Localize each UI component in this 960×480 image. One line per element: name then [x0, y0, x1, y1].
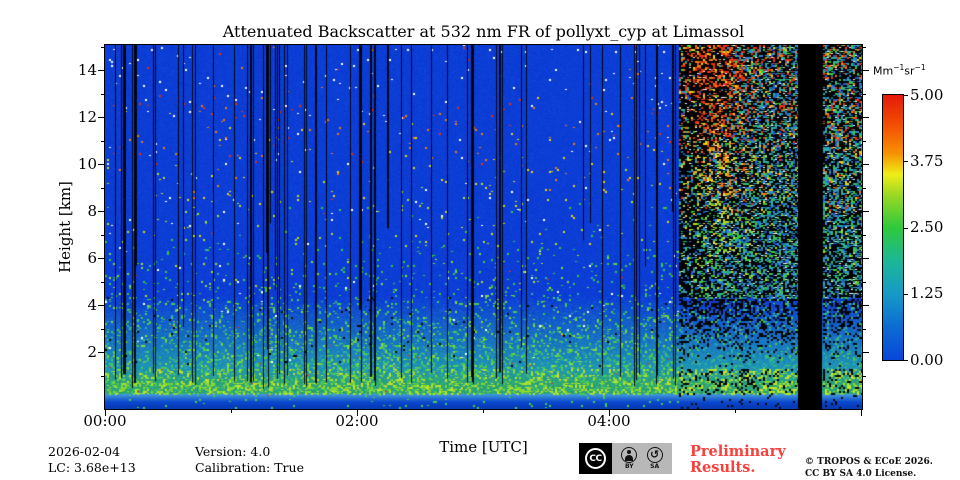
cc-by-cell: BY	[621, 447, 638, 470]
y-tick-minor-right	[863, 140, 866, 142]
x-axis-label: Time [UTC]	[439, 438, 528, 456]
y-tick-minor	[101, 234, 104, 236]
x-tick-label: 04:00	[587, 412, 631, 430]
unit-exp2: −1	[914, 63, 926, 72]
cc-sa-cell: ↺ SA	[646, 447, 663, 470]
cc-sa-arrow-icon: ↺	[646, 447, 663, 463]
y-tick-minor-right	[863, 234, 866, 236]
colorbar-gradient	[883, 95, 903, 360]
cc-by-label: BY	[625, 463, 634, 470]
y-tick-label: 6	[87, 249, 97, 267]
colorbar-tick-label: 3.75	[910, 151, 944, 170]
y-tick-major-right	[863, 305, 869, 306]
y-tick-minor	[101, 140, 104, 142]
y-tick-label: 14	[77, 61, 97, 79]
date-annotation: 2026-02-04	[48, 444, 121, 459]
preliminary-line-1: Preliminary	[690, 443, 786, 460]
y-tick-major-right	[863, 70, 869, 71]
colorbar-tick	[904, 95, 908, 96]
y-tick-major	[98, 258, 104, 259]
y-tick-minor-right	[863, 375, 866, 377]
lidar-constant-annotation: LC: 3.68e+13	[48, 459, 136, 475]
x-tick-major	[609, 410, 610, 416]
y-tick-major-right	[863, 258, 869, 259]
y-tick-minor-right	[863, 281, 866, 283]
cc-badge-left: CC	[579, 443, 612, 474]
person-body	[625, 455, 634, 461]
x-tick-major	[105, 410, 106, 416]
y-tick-major	[98, 164, 104, 165]
sa-arrow-glyph: ↺	[650, 447, 660, 461]
backscatter-heatmap	[105, 45, 862, 409]
x-tick-minor	[735, 410, 736, 413]
y-tick-minor-right	[863, 187, 866, 189]
y-tick-major-right	[863, 164, 869, 165]
colorbar-frame	[882, 94, 904, 361]
cc-license-badge: CC BY ↺ SA	[579, 443, 672, 474]
y-tick-major-right	[863, 352, 869, 353]
colorbar-tick	[904, 161, 908, 163]
y-tick-label: 2	[87, 343, 97, 361]
footer-left-column: 2026-02-04 LC: 3.68e+13	[48, 444, 136, 475]
y-tick-minor	[101, 375, 104, 377]
y-tick-major	[98, 70, 104, 71]
colorbar-unit-label: Mm−1sr−1	[873, 63, 926, 78]
y-tick-major-right	[863, 211, 869, 212]
preliminary-results-note: Preliminary Results.	[690, 444, 786, 475]
footer-middle-column: Version: 4.0 Calibration: True	[195, 444, 304, 475]
unit-mm: Mm	[873, 64, 894, 78]
colorbar-tick	[904, 293, 908, 295]
cc-badge-right: BY ↺ SA	[612, 443, 672, 474]
x-tick-major	[357, 410, 358, 416]
cc-sa-label: SA	[650, 463, 660, 470]
calibration-annotation: Calibration: True	[195, 459, 304, 475]
y-tick-minor	[101, 46, 104, 48]
colorbar-tick-label: 1.25	[910, 284, 944, 303]
y-tick-minor	[101, 328, 104, 330]
x-tick-label: 00:00	[83, 412, 127, 430]
y-tick-major	[98, 117, 104, 118]
y-tick-minor	[101, 93, 104, 95]
y-tick-minor	[101, 187, 104, 189]
colorbar-tick-label: 2.50	[910, 218, 944, 236]
y-tick-major-right	[863, 117, 869, 118]
y-tick-major	[98, 211, 104, 212]
copyright-line-2: CC BY SA 4.0 License.	[805, 469, 917, 479]
y-tick-minor	[101, 281, 104, 283]
y-tick-label: 8	[87, 202, 97, 220]
colorbar-tick	[904, 360, 908, 361]
cc-by-person-icon	[621, 447, 638, 463]
colorbar-tick-label: 5.00	[910, 85, 944, 104]
cc-icon: CC	[585, 448, 606, 469]
y-tick-major	[98, 305, 104, 306]
colorbar-tick-label: 0.00	[910, 350, 944, 369]
y-tick-minor-right	[863, 328, 866, 330]
unit-exp1: −1	[893, 63, 905, 72]
preliminary-line-2: Results.	[690, 458, 756, 476]
plot-title: Attenuated Backscatter at 532 nm FR of p…	[222, 22, 745, 41]
colorbar-tick	[904, 227, 908, 229]
version-annotation: Version: 4.0	[195, 444, 271, 459]
x-tick-minor	[483, 410, 484, 413]
y-tick-major	[98, 352, 104, 353]
y-tick-label: 10	[77, 155, 97, 173]
y-tick-minor-right	[863, 46, 866, 48]
x-tick-minor	[231, 410, 232, 413]
copyright-note: © TROPOS & ECoE 2026. CC BY SA 4.0 Licen…	[805, 456, 933, 480]
x-tick-major	[861, 410, 862, 416]
unit-sr: sr	[904, 64, 915, 78]
copyright-line-1: © TROPOS & ECoE 2026.	[805, 457, 933, 467]
y-tick-label: 12	[77, 108, 97, 126]
y-tick-label: 4	[87, 296, 97, 314]
x-tick-label: 02:00	[335, 412, 379, 430]
y-tick-minor-right	[863, 93, 866, 95]
person-head	[627, 450, 632, 454]
